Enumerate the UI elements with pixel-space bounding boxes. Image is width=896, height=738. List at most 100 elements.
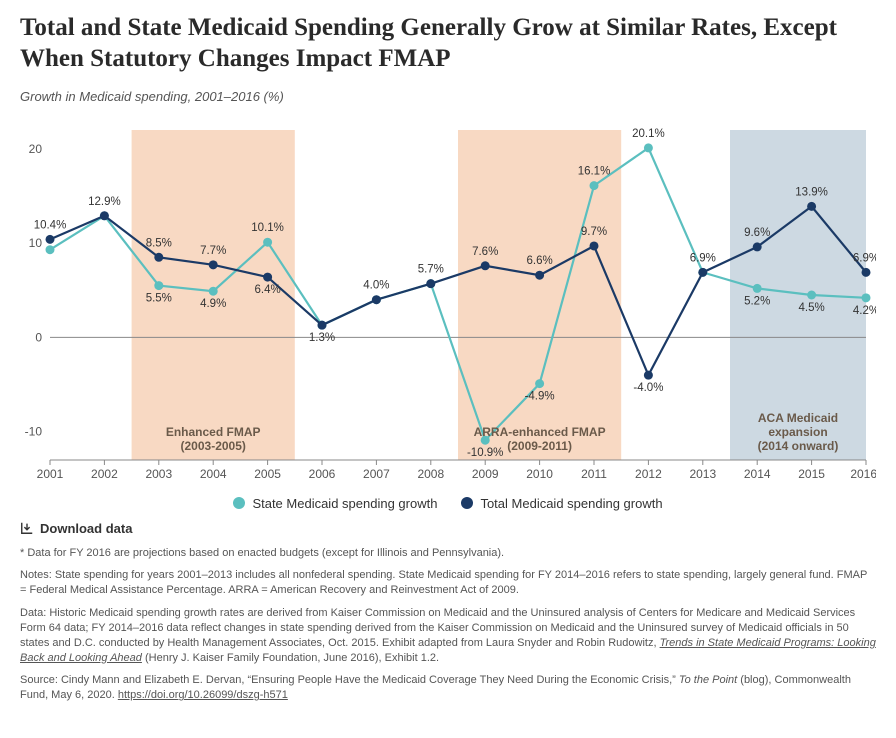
line-chart: -10 0 10 20 2001 2002 2003 2004 2005 2006 2007 2008… [20, 110, 876, 490]
data-label: 12.9% [88, 195, 121, 207]
x-tick-label: 2016* [850, 467, 876, 481]
data-label: 7.6% [472, 245, 498, 257]
data-label: 6.6% [526, 255, 552, 267]
band-label: (2003-2005) [181, 439, 246, 453]
download-icon [20, 521, 34, 535]
data-label: 5.7% [418, 263, 444, 275]
download-label: Download data [40, 521, 132, 536]
band-label: (2009-2011) [507, 439, 572, 453]
x-tick-label: 2015 [798, 467, 825, 481]
data-label: -10.9% [467, 447, 503, 459]
note-source-link[interactable]: https://doi.org/10.26099/dszg-h571 [118, 689, 288, 701]
series-marker [318, 320, 327, 329]
series-marker [753, 283, 762, 292]
band-label: (2014 onward) [758, 439, 839, 453]
series-marker [698, 267, 707, 276]
legend-item-state: State Medicaid spending growth [233, 496, 437, 511]
page-title: Total and State Medicaid Spending Genera… [20, 12, 876, 75]
x-tick-label: 2012 [635, 467, 662, 481]
legend-item-total: Total Medicaid spending growth [461, 496, 662, 511]
data-label: -4.0% [633, 382, 663, 394]
data-label: 20.1% [632, 127, 665, 139]
series-marker [263, 272, 272, 281]
x-tick-label: 2009 [472, 467, 499, 481]
series-marker [644, 370, 653, 379]
data-label: 9.7% [581, 225, 607, 237]
data-label: 13.9% [795, 186, 828, 198]
series-marker [862, 267, 871, 276]
note-asterisk: * Data for FY 2016 are projections based… [20, 546, 876, 561]
series-marker [154, 281, 163, 290]
data-label: 10.4% [34, 219, 67, 231]
chart-subtitle: Growth in Medicaid spending, 2001–2016 (… [20, 89, 876, 104]
data-label: 5.2% [744, 295, 770, 307]
series-marker [644, 143, 653, 152]
note-notes: Notes: State spending for years 2001–201… [20, 568, 876, 598]
legend: State Medicaid spending growth Total Med… [20, 496, 876, 511]
x-tick-label: 2003 [145, 467, 172, 481]
series-marker [807, 290, 816, 299]
band-label: ACA Medicaid [758, 411, 838, 425]
y-tick-label: 10 [29, 236, 43, 250]
series-marker [590, 241, 599, 250]
series-marker [535, 270, 544, 279]
data-label: 10.1% [251, 222, 284, 234]
data-label: 6.9% [690, 252, 716, 264]
series-marker [209, 286, 218, 295]
band-label: expansion [768, 425, 827, 439]
x-tick-label: 2011 [581, 467, 607, 481]
series-marker [535, 379, 544, 388]
data-label: 6.9% [853, 252, 876, 264]
series-marker [100, 211, 109, 220]
data-label: -4.9% [525, 390, 555, 402]
note-data: Data: Historic Medicaid spending growth … [20, 606, 876, 665]
chart-container: -10 0 10 20 2001 2002 2003 2004 2005 2006 2007 2008… [20, 110, 876, 490]
legend-label-total: Total Medicaid spending growth [480, 496, 662, 511]
series-marker [154, 252, 163, 261]
series-marker [481, 261, 490, 270]
download-data-button[interactable]: Download data [20, 521, 876, 536]
x-tick-label: 2005 [254, 467, 281, 481]
notes-block: * Data for FY 2016 are projections based… [20, 546, 876, 704]
data-label: 4.5% [798, 302, 824, 314]
series-marker [46, 234, 55, 243]
band-label: ARRA-enhanced FMAP [474, 425, 606, 439]
data-label: 5.5% [146, 292, 172, 304]
legend-label-state: State Medicaid spending growth [252, 496, 437, 511]
data-label: 1.3% [309, 332, 335, 344]
data-label: 4.2% [853, 304, 876, 316]
x-tick-label: 2002 [91, 467, 118, 481]
series-marker [807, 201, 816, 210]
x-tick-label: 2001 [37, 467, 64, 481]
data-label: 7.7% [200, 244, 226, 256]
y-tick-label: 0 [35, 330, 42, 344]
data-label: 4.0% [363, 279, 389, 291]
series-marker [426, 279, 435, 288]
y-tick-label: 20 [29, 141, 43, 155]
x-tick-label: 2010 [526, 467, 553, 481]
series-marker [862, 293, 871, 302]
data-label: 16.1% [578, 165, 611, 177]
series-marker [590, 181, 599, 190]
band-label: Enhanced FMAP [166, 425, 261, 439]
data-label: 4.9% [200, 298, 226, 310]
note-source: Source: Cindy Mann and Elizabeth E. Derv… [20, 673, 876, 703]
series-marker [209, 260, 218, 269]
data-label: 8.5% [146, 237, 172, 249]
legend-swatch-total [461, 497, 473, 509]
series-marker [753, 242, 762, 251]
data-label: 6.4% [254, 284, 280, 296]
series-marker [372, 295, 381, 304]
y-tick-label: -10 [25, 424, 43, 438]
x-tick-label: 2014 [744, 467, 771, 481]
x-tick-label: 2007 [363, 467, 390, 481]
band [458, 130, 621, 460]
x-tick-label: 2008 [417, 467, 444, 481]
x-tick-label: 2013 [689, 467, 716, 481]
legend-swatch-state [233, 497, 245, 509]
x-tick-label: 2004 [200, 467, 227, 481]
data-label: 9.6% [744, 226, 770, 238]
series-marker [263, 237, 272, 246]
series-marker [46, 245, 55, 254]
x-tick-label: 2006 [309, 467, 336, 481]
